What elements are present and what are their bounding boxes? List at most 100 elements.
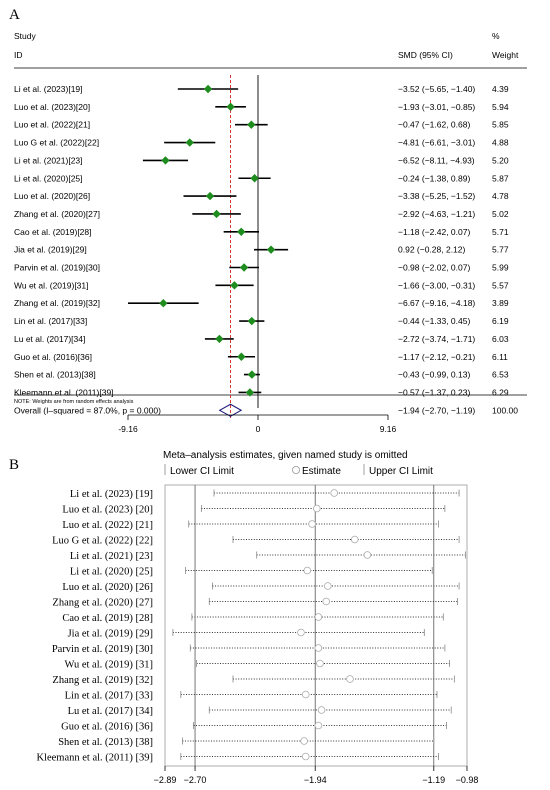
header-id: ID [14, 50, 23, 60]
overall-weight-value: 100.00 [492, 405, 518, 415]
weight-value: 6.53 [492, 370, 509, 380]
weight-value: 3.89 [492, 298, 509, 308]
omitted-study-label: Wu et al. (2019) [31] [64, 660, 153, 671]
smd-ci-value: −1.17 (−2.12, −0.21) [398, 352, 475, 362]
panel-letter-b: B [9, 457, 19, 473]
weight-value: 6.11 [492, 352, 508, 362]
point-estimate-marker [237, 227, 246, 236]
omitted-study-label: Cao et al. (2019) [28] [62, 613, 153, 624]
omitted-study-label: Jia et al. (2019) [29] [68, 629, 153, 640]
study-label: Shen et al. (2013)[38] [14, 370, 96, 380]
point-estimate-marker [237, 352, 246, 361]
estimate-marker [322, 597, 331, 606]
smd-ci-value: −2.92 (−4.63, −1.21) [398, 209, 475, 219]
omitted-study-label: Guo et al. (2016) [36] [61, 722, 153, 733]
omitted-study-label: Luo et al. (2022) [21] [62, 520, 153, 531]
estimate-marker [350, 535, 359, 544]
study-label: Li et al. (2021)[23] [14, 155, 83, 165]
study-label: Zhang et al. (2020)[27] [14, 209, 100, 219]
omitted-study-label: Luo G et al. (2022) [22] [52, 536, 153, 547]
panel-letter-a: A [9, 7, 20, 23]
forest-plot-panel-a: A Study ID SMD (95% CI)% Weight Li et al. (20… [9, 7, 527, 434]
omitted-study-label: Lu et al. (2017) [34] [68, 706, 153, 717]
header-study: Study [14, 31, 36, 41]
study-label: Luo G et al. (2022)[22] [14, 138, 99, 148]
legend-lower-ci: Lower CI Limit [170, 466, 234, 477]
point-estimate-marker [230, 281, 239, 290]
study-label: Li et al. (2020)[25] [14, 173, 83, 183]
x-axis-tick-label: -9.16 [118, 424, 138, 434]
point-estimate-marker [239, 263, 249, 272]
estimate-marker [316, 659, 324, 668]
weight-value: 5.02 [492, 209, 509, 219]
point-estimate-marker [215, 334, 224, 344]
weight-value: 6.19 [492, 316, 509, 326]
weight-value: 5.20 [492, 155, 509, 165]
study-label: Guo et al. (2016)[36] [14, 352, 92, 362]
smd-ci-value: −1.18 (−2.42, 0.07) [398, 227, 470, 237]
study-label: Zhang et al. (2019)[32] [14, 298, 100, 308]
point-estimate-marker [185, 138, 194, 147]
omitted-study-label: Luo et al. (2020) [26] [62, 582, 153, 593]
study-label: Luo et al. (2020)[26] [14, 191, 90, 201]
estimate-marker [300, 737, 308, 745]
point-estimate-marker [247, 370, 257, 379]
omitted-study-label: Li et al. (2021) [23] [70, 551, 153, 562]
header-percent: % [492, 31, 500, 41]
legend-estimate: Estimate [302, 466, 341, 477]
omitted-study-label: Parvin et al. (2019) [30] [52, 644, 153, 655]
smd-ci-value: −0.44 (−1.33, 0.45) [398, 316, 470, 326]
header-smd: SMD (95% CI) [398, 50, 453, 60]
x-axis-tick-label: 0 [256, 424, 261, 434]
x-axis-tick-label: 9.16 [380, 424, 397, 434]
smd-ci-value: −2.72 (−3.74, −1.71) [398, 334, 475, 344]
x-axis-tick-label: −1.94 [304, 775, 327, 785]
estimate-marker [317, 706, 326, 714]
estimate-marker [301, 690, 310, 699]
weight-value: 4.88 [492, 138, 509, 148]
estimate-marker [363, 551, 372, 559]
study-label: Kleemann et al. (2011)[39] [14, 387, 114, 397]
plot-frame [164, 484, 468, 767]
x-axis-tick-label: −1.19 [422, 775, 445, 785]
study-label: Luo et al. (2023)[20] [14, 102, 90, 112]
estimate-marker [346, 675, 354, 683]
estimate-marker [330, 489, 338, 497]
weight-value: 5.57 [492, 280, 509, 290]
point-estimate-marker [266, 245, 276, 254]
smd-ci-value: −3.52 (−5.65, −1.40) [398, 84, 475, 94]
study-label: Lin et al. (2017)[33] [14, 316, 87, 326]
point-estimate-marker [226, 102, 235, 112]
point-estimate-marker [212, 209, 221, 219]
study-label: Wu et al. (2019)[31] [14, 280, 89, 290]
weight-value: 5.71 [492, 227, 509, 237]
smd-ci-value: −1.93 (−3.01, −0.85) [398, 102, 475, 112]
omitted-study-label: Lin et al. (2017) [33] [65, 691, 153, 702]
point-estimate-marker [159, 299, 168, 308]
x-axis-tick-label: −2.70 [184, 775, 207, 785]
omitted-study-label: Luo et al. (2023) [20] [62, 505, 153, 516]
point-estimate-marker [250, 174, 259, 183]
study-label: Lu et al. (2017)[34] [14, 334, 85, 344]
weight-value: 5.94 [492, 102, 509, 112]
point-estimate-marker [203, 84, 213, 94]
point-estimate-marker [247, 316, 256, 326]
omitted-study-label: Kleemann et al. (2011) [39] [36, 753, 153, 764]
point-estimate-marker [245, 388, 255, 397]
overall-diamond [218, 403, 243, 417]
smd-ci-value: 0.92 (−0.28, 2.12) [398, 245, 466, 255]
weight-value: 5.87 [492, 173, 509, 183]
sensitivity-title: Meta–analysis estimates, given named stu… [163, 450, 408, 461]
estimate-marker [308, 520, 316, 528]
estimate-marker [314, 613, 323, 621]
smd-ci-value: −0.24 (−1.38, 0.89) [398, 173, 470, 183]
legend-upper-ci: Upper CI Limit [369, 466, 433, 477]
smd-ci-value: −4.81 (−6.61, −3.01) [398, 138, 475, 148]
smd-ci-value: −0.43 (−0.99, 0.13) [398, 370, 470, 380]
omitted-study-label: Li et al. (2023) [19] [70, 489, 153, 500]
study-label: Li et al. (2023)[19] [14, 84, 83, 94]
omitted-study-label: Zhang et al. (2020) [27] [52, 598, 153, 609]
omitted-study-label: Zhang et al. (2019) [32] [52, 675, 153, 686]
smd-ci-value: −6.67 (−9.16, −4.18) [398, 298, 475, 308]
